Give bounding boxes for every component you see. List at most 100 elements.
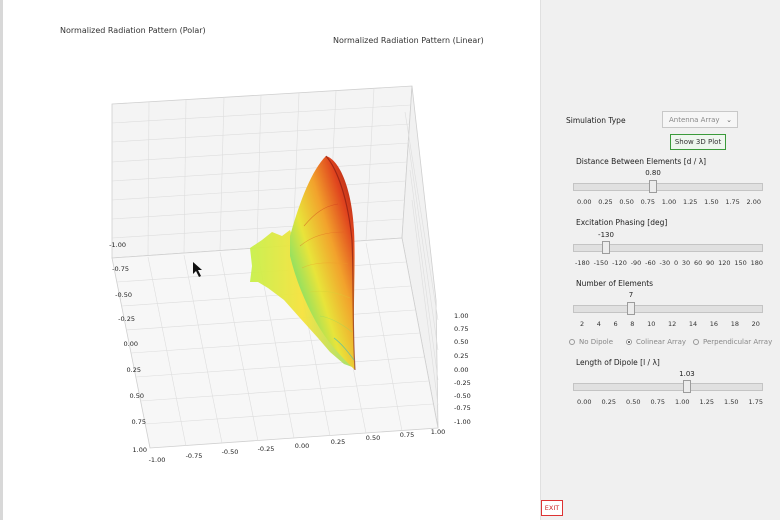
phasing-value: -130	[598, 231, 614, 239]
axis-tick-label: -0.25	[258, 445, 275, 453]
axis-tick-label: -0.75	[112, 265, 129, 273]
radio-no-dipole[interactable]: No Dipole	[569, 338, 613, 346]
axis-tick-label: -0.50	[222, 448, 239, 456]
distance-slider-track[interactable]	[573, 183, 763, 191]
tick-label: 1.25	[682, 198, 698, 206]
tick-label: -180	[575, 259, 590, 267]
distance-tick-labels: 0.00 0.25 0.50 0.75 1.00 1.25 1.50 1.75 2.00	[577, 198, 761, 206]
control-panel: Simulation Type Antenna Array ⌄ Show 3D …	[540, 0, 780, 520]
axis-tick-label: 0.50	[130, 392, 144, 400]
tick-label: 4	[596, 320, 601, 328]
mouse-cursor-icon	[193, 262, 202, 277]
axis-tick-label: 0.00	[295, 442, 309, 450]
phasing-slider-track[interactable]	[573, 244, 763, 252]
phasing-tick-labels: -180 -150 -120 -90 -60 -30 0 30 60 90 120 150 180	[575, 259, 763, 267]
distance-value: 0.80	[645, 169, 661, 177]
tick-label: 1.00	[675, 398, 690, 406]
tick-label: 180	[750, 259, 763, 267]
tick-label: 1.75	[748, 398, 763, 406]
tick-label: 0.00	[577, 198, 592, 206]
axis-tick-label: -1.00	[109, 241, 126, 249]
elements-tick-labels: 2 4 6 8 10 12 14 16 18 20	[580, 320, 760, 328]
z-axis-ticks: 1.00 0.75 0.50 0.25 0.00 -0.25 -0.50 -0.75 -1.00	[454, 312, 471, 426]
tick-label: 20	[751, 320, 760, 328]
tick-label: 1.00	[661, 198, 677, 206]
tick-label: 14	[688, 320, 698, 328]
tick-label: 16	[709, 320, 719, 328]
radio-colinear-array[interactable]: Colinear Array	[626, 338, 686, 346]
tick-label: 1.25	[699, 398, 714, 406]
tick-label: 0.00	[577, 398, 592, 406]
axis-tick-label: -0.75	[454, 404, 471, 412]
plot-area: Normalized Radiation Pattern (Polar) Nor…	[0, 0, 540, 520]
elements-label: Number of Elements	[576, 279, 654, 288]
dipole-slider-track[interactable]	[573, 383, 763, 391]
axis-tick-label: 0.00	[124, 340, 138, 348]
linear-plot-title: Normalized Radiation Pattern (Linear)	[333, 36, 484, 45]
tick-label: 1.75	[725, 198, 740, 206]
tick-label: 60	[693, 259, 703, 267]
axis-tick-label: 0.00	[454, 366, 468, 374]
tick-label: 10	[647, 320, 656, 328]
radio-perpendicular-array[interactable]: Perpendicular Array	[693, 338, 772, 346]
dipole-length-value: 1.03	[679, 370, 695, 378]
axis-tick-label: -0.25	[454, 379, 471, 387]
elements-value: 7	[628, 291, 634, 299]
tick-label: -150	[593, 259, 609, 267]
radiation-3d-plot[interactable]: -1.00 -0.75 -0.50 -0.25 0.00 0.25 0.50 0.75 1.00…	[0, 0, 540, 520]
exit-button[interactable]: EXIT	[541, 500, 563, 516]
simulation-type-value: Antenna Array	[669, 115, 720, 124]
tick-label: 1.50	[724, 398, 739, 406]
tick-label: 8	[630, 320, 635, 328]
tick-label: 12	[667, 320, 677, 328]
tick-label: 2.00	[746, 198, 761, 206]
show-3d-plot-button[interactable]: Show 3D Plot	[670, 134, 726, 150]
tick-label: 18	[730, 320, 739, 328]
tick-label: 0.75	[650, 398, 665, 406]
tick-label: 0.75	[640, 198, 656, 206]
dipole-slider-handle[interactable]	[682, 380, 691, 393]
axis-tick-label: -0.50	[115, 291, 132, 299]
distance-slider-handle[interactable]	[649, 180, 657, 193]
axis-tick-label: -1.00	[454, 418, 471, 426]
radio-dot	[569, 339, 575, 345]
tick-label: 0.50	[619, 198, 634, 206]
phasing-slider-handle[interactable]	[602, 241, 610, 254]
y-axis-ticks: -1.00 -0.75 -0.50 -0.25 0.00 0.25 0.50 0.75 1.00	[109, 241, 147, 454]
radio-label: Perpendicular Array	[703, 338, 773, 346]
tick-label: 0.50	[626, 398, 641, 406]
axis-tick-label: 0.75	[454, 325, 468, 333]
axis-tick-label: 0.50	[366, 434, 380, 442]
axis-tick-label: -1.00	[149, 456, 166, 464]
radio-dot-selected	[626, 339, 632, 345]
axis-tick-label: -0.75	[186, 452, 203, 460]
axis-tick-label: 0.50	[454, 338, 468, 346]
axis-tick-label: 0.25	[127, 366, 141, 374]
phasing-label: Excitation Phasing [deg]	[576, 218, 668, 227]
axis-tick-label: 0.25	[331, 438, 345, 446]
tick-label: 0.25	[601, 398, 616, 406]
tick-label: 0.25	[598, 198, 613, 206]
axis-tick-label: 1.00	[133, 446, 147, 454]
x-axis-ticks: -1.00 -0.75 -0.50 -0.25 0.00 0.25 0.50 0.75 1.00	[149, 428, 446, 464]
axis-tick-label: 1.00	[431, 428, 445, 436]
tick-label: 1.50	[704, 198, 719, 206]
axis-tick-label: 0.75	[400, 431, 414, 439]
dipole-tick-labels: 0.00 0.25 0.50 0.75 1.00 1.25 1.50 1.75	[577, 398, 763, 406]
axis-tick-label: -0.50	[454, 392, 471, 400]
radio-label: Colinear Array	[636, 338, 687, 346]
tick-label: 90	[706, 259, 715, 267]
distance-label: Distance Between Elements [d / λ]	[576, 157, 707, 166]
simulation-type-select[interactable]: Antenna Array ⌄	[662, 111, 738, 128]
elements-slider-handle[interactable]	[627, 302, 635, 315]
simulation-type-label: Simulation Type	[566, 116, 626, 125]
tick-label: -60	[645, 259, 656, 267]
axis-tick-label: -0.25	[118, 315, 135, 323]
tick-label: -120	[612, 259, 627, 267]
polar-plot-title: Normalized Radiation Pattern (Polar)	[60, 26, 206, 35]
tick-label: -90	[630, 259, 642, 267]
dipole-length-label: Length of Dipole [l / λ]	[576, 358, 660, 367]
tick-label: 30	[681, 259, 691, 267]
elements-slider-track[interactable]	[573, 305, 763, 313]
tick-label: 2	[580, 320, 585, 328]
